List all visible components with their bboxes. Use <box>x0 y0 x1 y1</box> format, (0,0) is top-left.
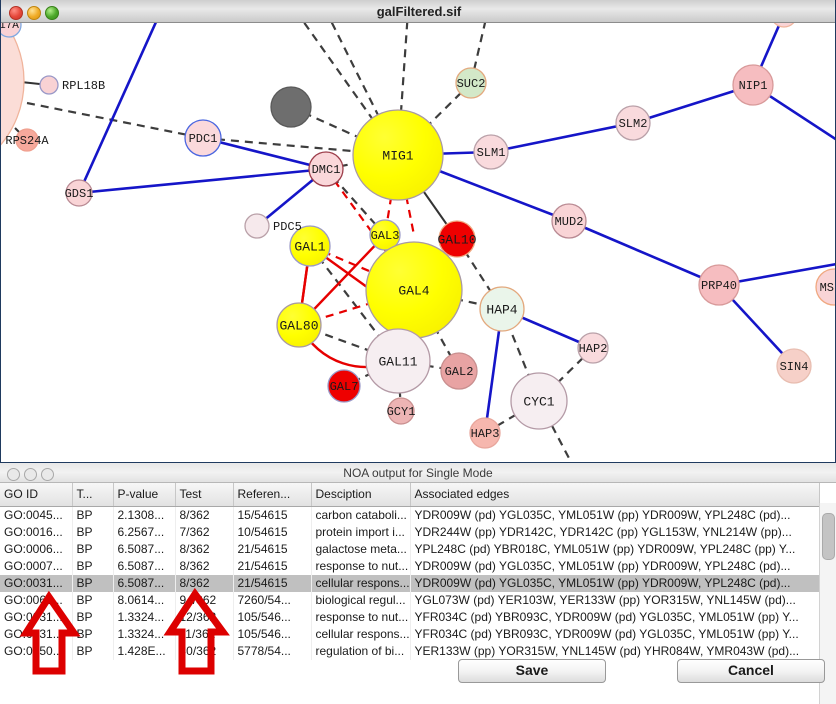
svg-text:PDC5: PDC5 <box>273 220 302 234</box>
svg-text:SLM2: SLM2 <box>619 117 648 131</box>
svg-text:GAL1: GAL1 <box>294 239 325 254</box>
svg-text:MUD2: MUD2 <box>555 215 584 229</box>
svg-text:HAP3: HAP3 <box>471 427 500 441</box>
svg-text:CYC1: CYC1 <box>523 394 554 409</box>
svg-text:SLM1: SLM1 <box>477 146 506 160</box>
svg-text:GAL10: GAL10 <box>437 232 476 247</box>
svg-text:GAL4: GAL4 <box>398 283 429 298</box>
svg-text:17A: 17A <box>1 23 19 32</box>
svg-text:MIG1: MIG1 <box>382 148 413 163</box>
svg-text:GAL11: GAL11 <box>378 354 417 369</box>
svg-text:PRP40: PRP40 <box>701 279 737 293</box>
svg-text:SIN4: SIN4 <box>780 360 809 374</box>
svg-text:RPL18B: RPL18B <box>62 79 105 93</box>
svg-text:MSL1: MSL1 <box>820 281 836 295</box>
svg-text:SUC2: SUC2 <box>457 77 486 91</box>
svg-text:HAP4: HAP4 <box>486 302 517 317</box>
svg-text:DMC1: DMC1 <box>312 163 341 177</box>
svg-text:NIP1: NIP1 <box>739 79 768 93</box>
svg-text:RPS24A: RPS24A <box>5 134 49 148</box>
svg-text:GAL2: GAL2 <box>445 365 474 379</box>
svg-text:GAL7: GAL7 <box>330 380 359 394</box>
svg-text:GAL80: GAL80 <box>279 318 318 333</box>
svg-text:GAL3: GAL3 <box>371 229 400 243</box>
svg-text:GCY1: GCY1 <box>387 405 416 419</box>
svg-text:PDC1: PDC1 <box>189 132 218 146</box>
svg-text:HAP2: HAP2 <box>579 342 608 356</box>
svg-text:GDS1: GDS1 <box>65 187 94 201</box>
